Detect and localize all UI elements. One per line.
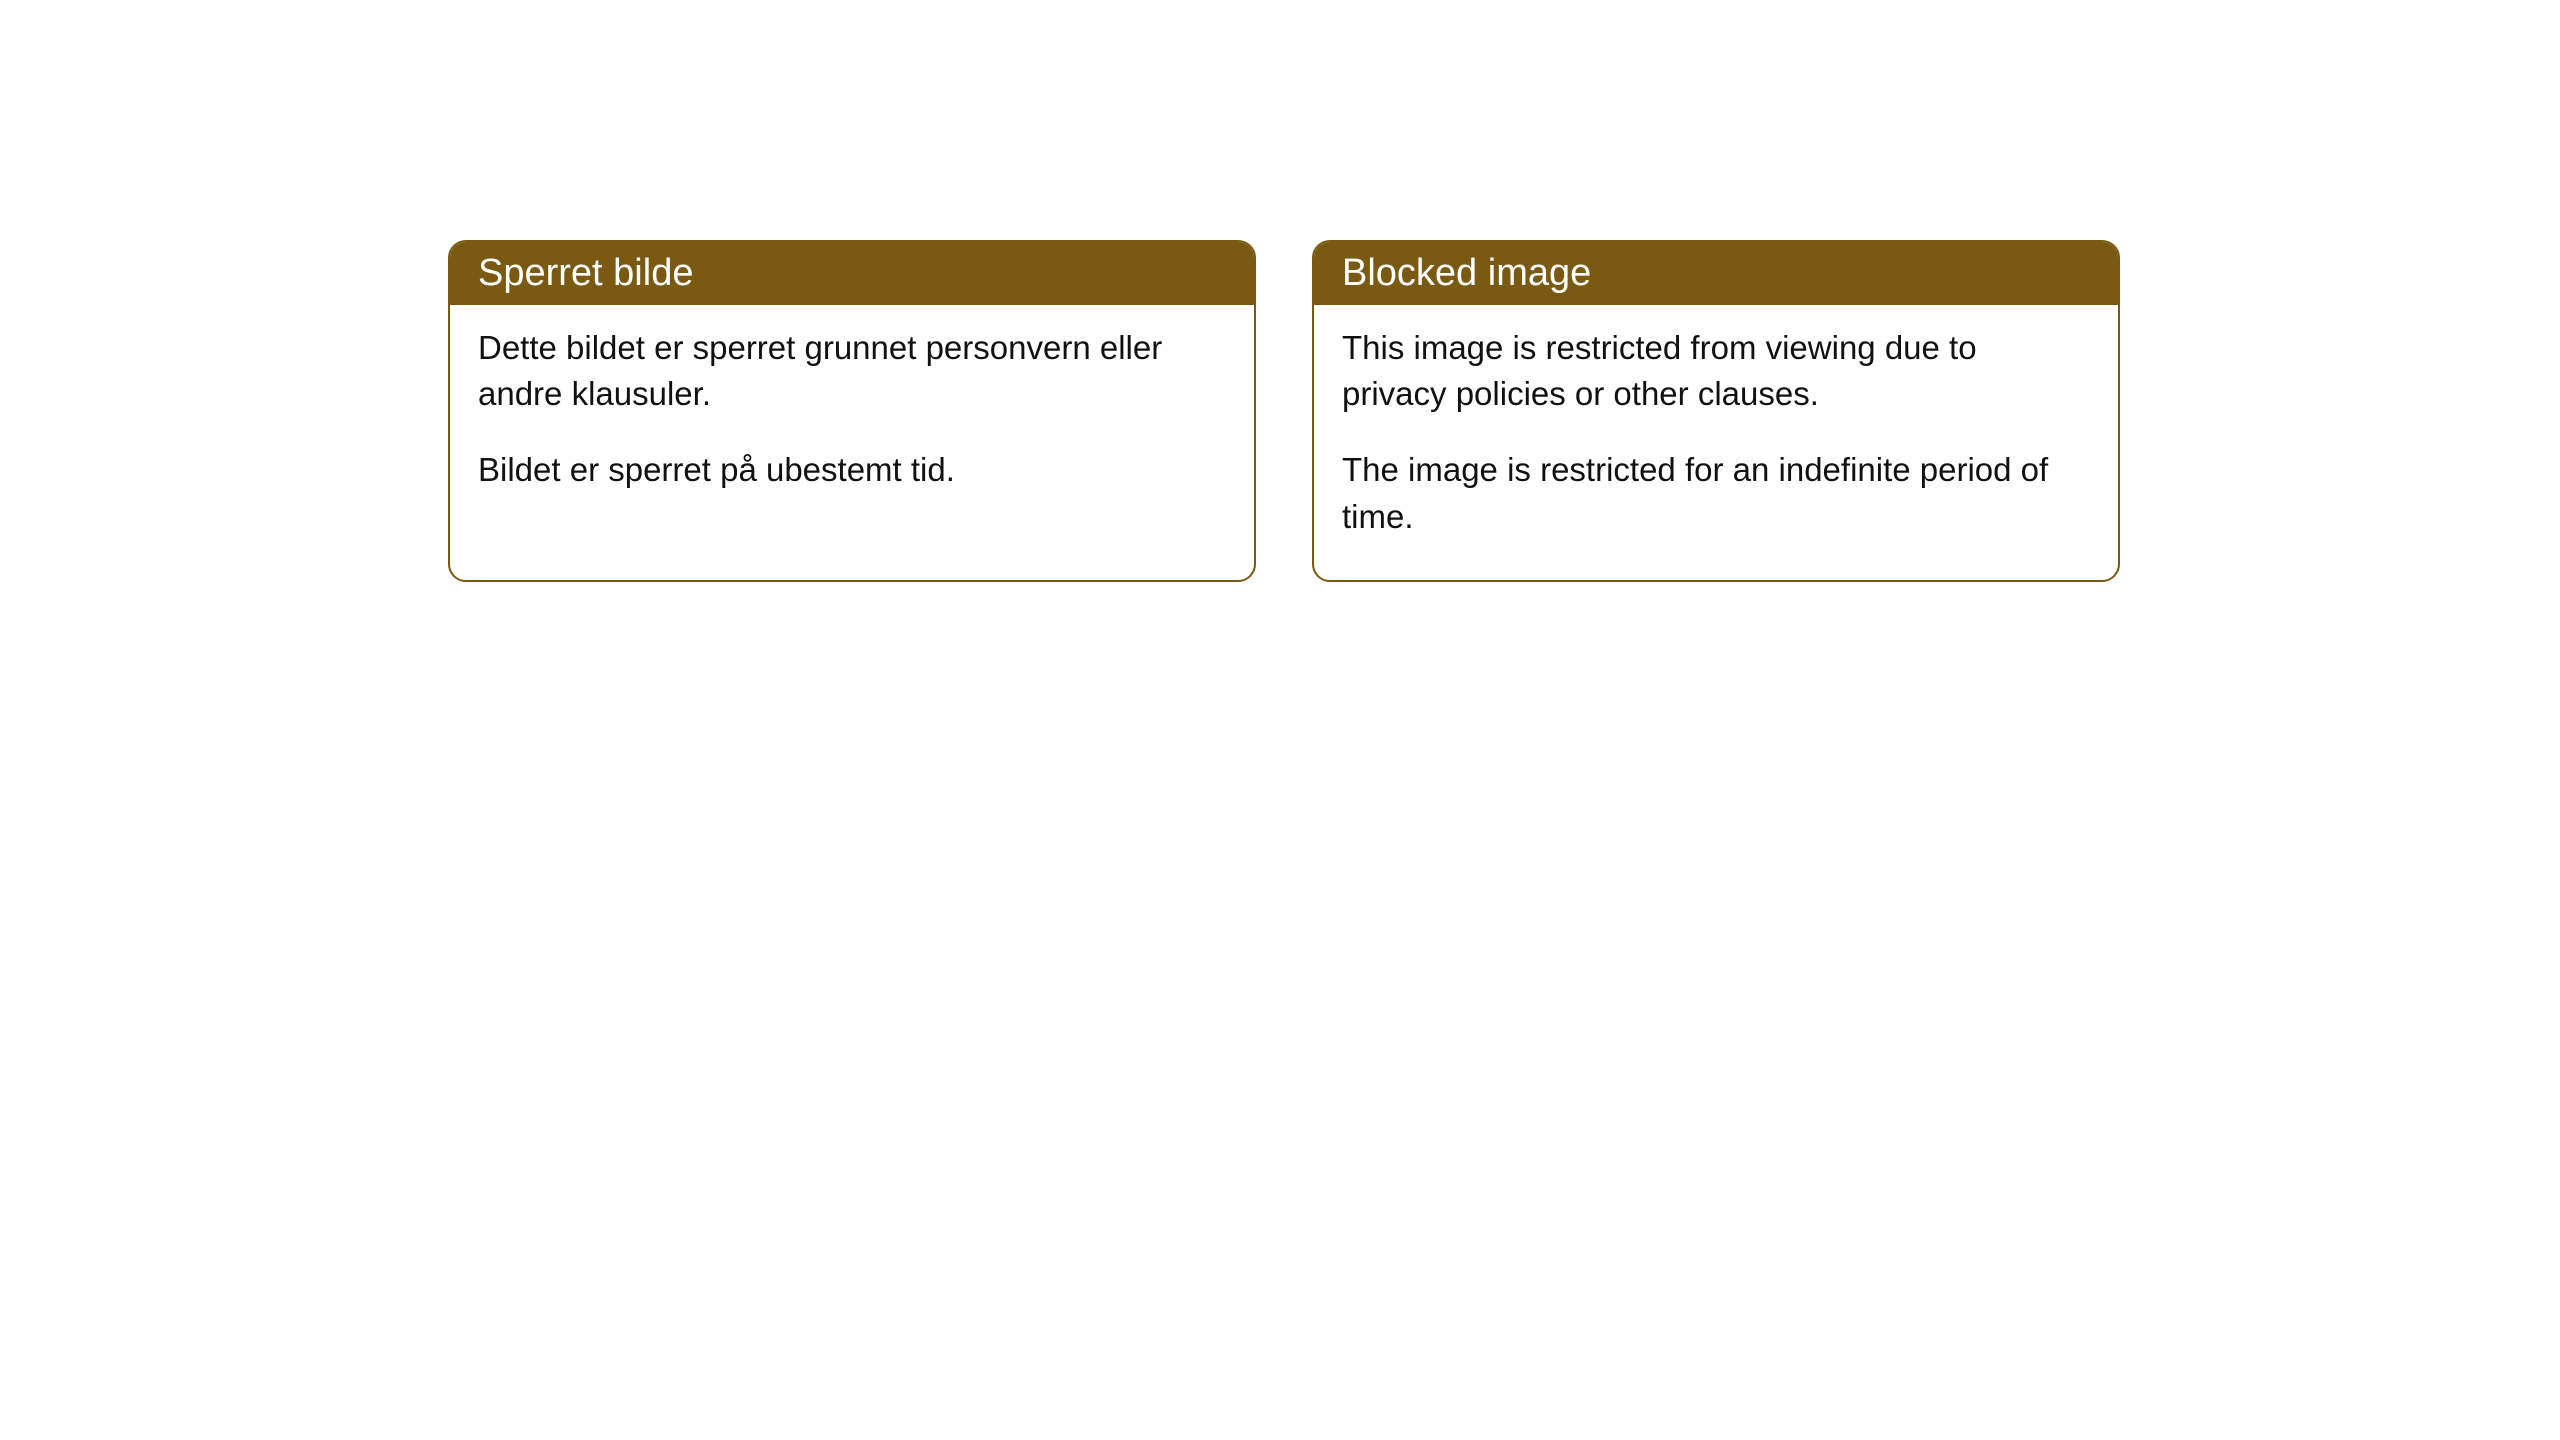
card-norwegian: Sperret bilde Dette bildet er sperret gr…: [448, 240, 1256, 582]
card-body-english: This image is restricted from viewing du…: [1314, 305, 2118, 580]
notice-container: Sperret bilde Dette bildet er sperret gr…: [448, 240, 2120, 582]
card-english: Blocked image This image is restricted f…: [1312, 240, 2120, 582]
card-body-norwegian: Dette bildet er sperret grunnet personve…: [450, 305, 1254, 534]
card-para1: Dette bildet er sperret grunnet personve…: [478, 325, 1226, 417]
card-title: Blocked image: [1342, 252, 1591, 294]
card-para2: Bildet er sperret på ubestemt tid.: [478, 447, 1226, 493]
card-para1: This image is restricted from viewing du…: [1342, 325, 2090, 417]
card-title: Sperret bilde: [478, 252, 693, 294]
card-header-english: Blocked image: [1314, 242, 2118, 305]
card-header-norwegian: Sperret bilde: [450, 242, 1254, 305]
card-para2: The image is restricted for an indefinit…: [1342, 447, 2090, 539]
